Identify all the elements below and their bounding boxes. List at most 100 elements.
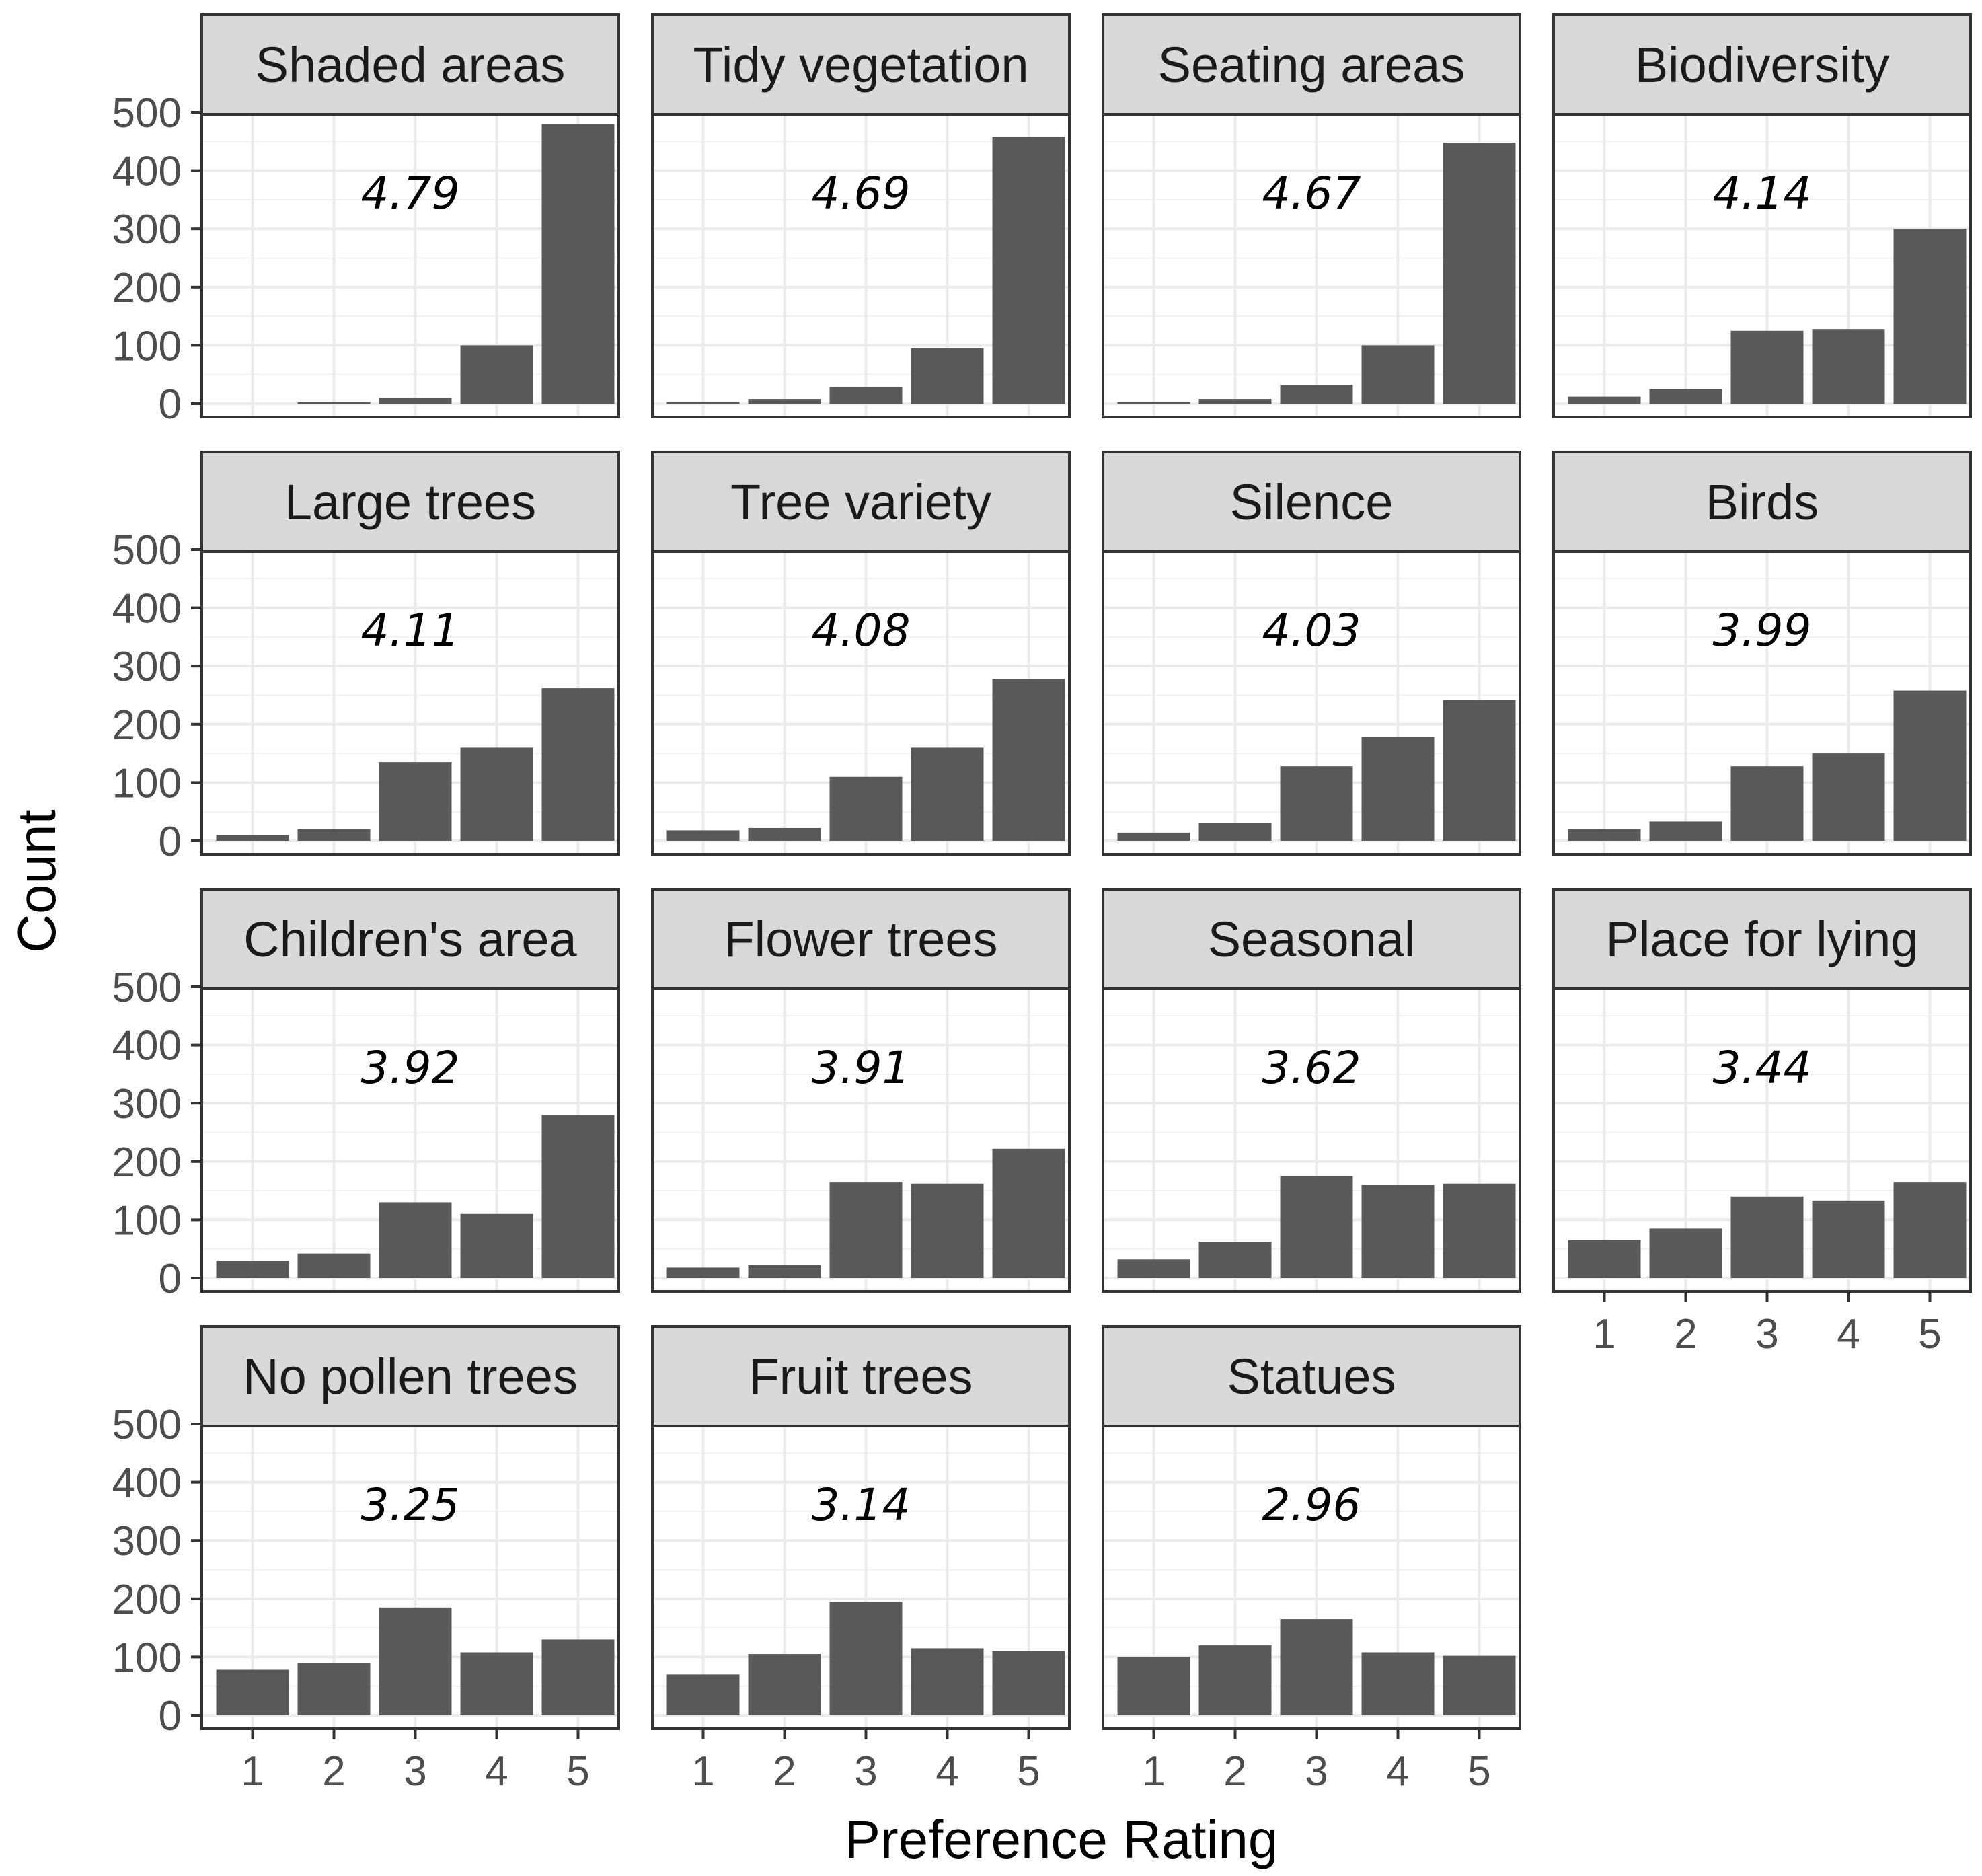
bar: [1280, 1619, 1353, 1715]
x-tick-label: 5: [1468, 1748, 1490, 1795]
y-tick-label: 400: [112, 1023, 182, 1070]
x-tick-label: 5: [566, 1748, 589, 1795]
y-tick-label: 400: [112, 1460, 182, 1507]
bar: [460, 1652, 533, 1715]
strip-background: [651, 1325, 1071, 1427]
y-tick-label: 200: [112, 1577, 182, 1623]
mean-label: 2.96: [1262, 1479, 1361, 1531]
y-tick-label: 0: [159, 819, 182, 865]
bar: [216, 835, 289, 841]
bar: [1198, 1645, 1272, 1715]
y-tick-label: 0: [159, 1693, 182, 1739]
strip-label: Tree variety: [730, 474, 991, 530]
bar: [666, 1267, 740, 1278]
bar: [1812, 329, 1885, 404]
bar: [1893, 690, 1967, 841]
bar: [1198, 823, 1272, 841]
facet-panel: 2.96 Statues 1 2 3 4 5: [1102, 1325, 1521, 1795]
bar: [1280, 385, 1353, 404]
bar: [748, 1265, 821, 1278]
mean-label: 4.03: [1262, 605, 1361, 656]
bar: [379, 762, 452, 841]
bar: [829, 1182, 903, 1278]
facet-panel: 3.91 Flower trees: [651, 888, 1071, 1293]
bar: [1443, 1655, 1516, 1715]
bar: [748, 1654, 821, 1715]
strip-background: [1102, 13, 1521, 116]
strip-label: Birds: [1706, 474, 1819, 530]
facet-panel: 4.11 Large trees 0 100 200 300 400 500: [112, 451, 620, 865]
mean-label: 3.92: [361, 1042, 460, 1094]
y-tick-label: 200: [112, 1139, 182, 1186]
mean-label: 4.11: [361, 605, 460, 656]
bar: [992, 679, 1065, 841]
mean-label: 3.91: [812, 1042, 911, 1094]
bar: [460, 1213, 533, 1278]
facet-panel: 4.69 Tidy vegetation: [651, 13, 1071, 418]
facet-panel: 3.25 No pollen trees 0 100 200 300 400 500 1 2 3 4 5: [112, 1325, 620, 1795]
strip-background: [1552, 888, 1972, 990]
y-tick-label: 100: [112, 1197, 182, 1244]
strip-background: [1552, 13, 1972, 116]
bar: [1568, 1240, 1641, 1278]
bar: [992, 1651, 1065, 1715]
facet-panel: 4.67 Seating areas: [1102, 13, 1521, 418]
x-tick-label: 3: [404, 1748, 426, 1795]
facet-panel: 3.44 Place for lying 1 2 3 4 5: [1552, 888, 1972, 1357]
mean-label: 4.69: [812, 167, 911, 219]
x-tick-label: 1: [241, 1748, 264, 1795]
x-tick-label: 4: [1837, 1311, 1860, 1357]
bar: [1198, 1242, 1272, 1278]
strip-background: [200, 451, 620, 553]
y-tick-label: 500: [112, 1402, 182, 1448]
strip-label: Seasonal: [1208, 911, 1416, 967]
x-tick-label: 3: [1305, 1748, 1328, 1795]
bar: [1361, 1185, 1435, 1278]
mean-label: 3.62: [1262, 1042, 1361, 1094]
bar: [748, 827, 821, 841]
bar: [829, 1602, 903, 1715]
facet-panel: 3.14 Fruit trees 1 2 3 4 5: [651, 1325, 1071, 1795]
mean-label: 4.08: [812, 605, 911, 656]
y-tick-label: 100: [112, 760, 182, 806]
y-tick-label: 200: [112, 265, 182, 311]
strip-label: Fruit trees: [749, 1349, 973, 1404]
facet-panel: 3.62 Seasonal: [1102, 888, 1521, 1293]
strip-label: Biodiversity: [1635, 37, 1889, 93]
x-tick-label: 4: [936, 1748, 958, 1795]
mean-label: 4.79: [361, 167, 460, 219]
strip-background: [200, 13, 620, 116]
mean-label: 4.14: [1713, 167, 1812, 219]
bar: [1117, 402, 1190, 404]
bar: [1361, 1652, 1435, 1715]
y-tick-label: 300: [112, 1518, 182, 1565]
bar: [1443, 143, 1516, 404]
bar: [1443, 1183, 1516, 1278]
bar: [1361, 737, 1435, 841]
strip-label: Place for lying: [1606, 911, 1919, 967]
strip-label: Flower trees: [724, 911, 997, 967]
bar: [1443, 700, 1516, 841]
bar: [1117, 832, 1190, 841]
x-tick-label: 2: [322, 1748, 345, 1795]
mean-label: 3.99: [1713, 605, 1812, 656]
strip-label: Children's area: [243, 911, 577, 967]
bar: [1812, 753, 1885, 841]
x-tick-label: 2: [1674, 1311, 1697, 1357]
y-tick-label: 500: [112, 965, 182, 1011]
bar: [829, 387, 903, 404]
bar: [460, 747, 533, 841]
strip-label: Tidy vegetation: [693, 37, 1028, 93]
bar: [1568, 396, 1641, 404]
bar: [216, 1669, 289, 1715]
bar: [911, 348, 984, 404]
bar: [541, 124, 615, 404]
x-axis-title: Preference Rating: [845, 1809, 1279, 1869]
x-tick-label: 1: [1593, 1311, 1615, 1357]
x-tick-label: 5: [1918, 1311, 1941, 1357]
bar: [1649, 1228, 1722, 1278]
x-tick-label: 5: [1017, 1748, 1040, 1795]
y-tick-label: 0: [159, 381, 182, 428]
x-tick-label: 2: [1223, 1748, 1246, 1795]
